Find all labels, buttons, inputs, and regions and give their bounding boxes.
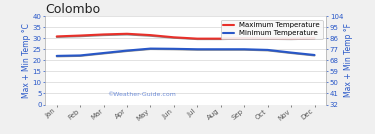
Minimum Temperature bbox=[195, 49, 200, 50]
Legend: Maximum Temperature, Minimum Temperature: Maximum Temperature, Minimum Temperature bbox=[220, 20, 323, 39]
Maximum Temperature bbox=[78, 35, 82, 36]
Minimum Temperature bbox=[78, 55, 82, 56]
Minimum Temperature bbox=[172, 48, 176, 50]
Minimum Temperature bbox=[54, 55, 59, 57]
Text: Colombo: Colombo bbox=[45, 3, 100, 16]
Y-axis label: Max + Min Temp °C: Max + Min Temp °C bbox=[22, 23, 31, 98]
Maximum Temperature bbox=[125, 33, 129, 35]
Text: ©Weather-Guide.com: ©Weather-Guide.com bbox=[107, 92, 176, 97]
Maximum Temperature bbox=[219, 38, 223, 39]
Minimum Temperature bbox=[289, 52, 293, 53]
Maximum Temperature bbox=[312, 37, 317, 39]
Line: Maximum Temperature: Maximum Temperature bbox=[57, 34, 315, 39]
Line: Minimum Temperature: Minimum Temperature bbox=[57, 49, 315, 56]
Maximum Temperature bbox=[289, 38, 293, 39]
Minimum Temperature bbox=[242, 49, 246, 50]
Maximum Temperature bbox=[54, 36, 59, 37]
Maximum Temperature bbox=[266, 38, 270, 39]
Y-axis label: Max + Min Temp °F: Max + Min Temp °F bbox=[345, 23, 354, 97]
Minimum Temperature bbox=[101, 52, 106, 54]
Maximum Temperature bbox=[195, 38, 200, 39]
Minimum Temperature bbox=[219, 49, 223, 50]
Minimum Temperature bbox=[148, 48, 153, 49]
Maximum Temperature bbox=[101, 34, 106, 35]
Minimum Temperature bbox=[312, 54, 317, 56]
Maximum Temperature bbox=[242, 37, 246, 39]
Maximum Temperature bbox=[148, 34, 153, 36]
Minimum Temperature bbox=[125, 50, 129, 51]
Maximum Temperature bbox=[172, 36, 176, 38]
Minimum Temperature bbox=[266, 49, 270, 51]
